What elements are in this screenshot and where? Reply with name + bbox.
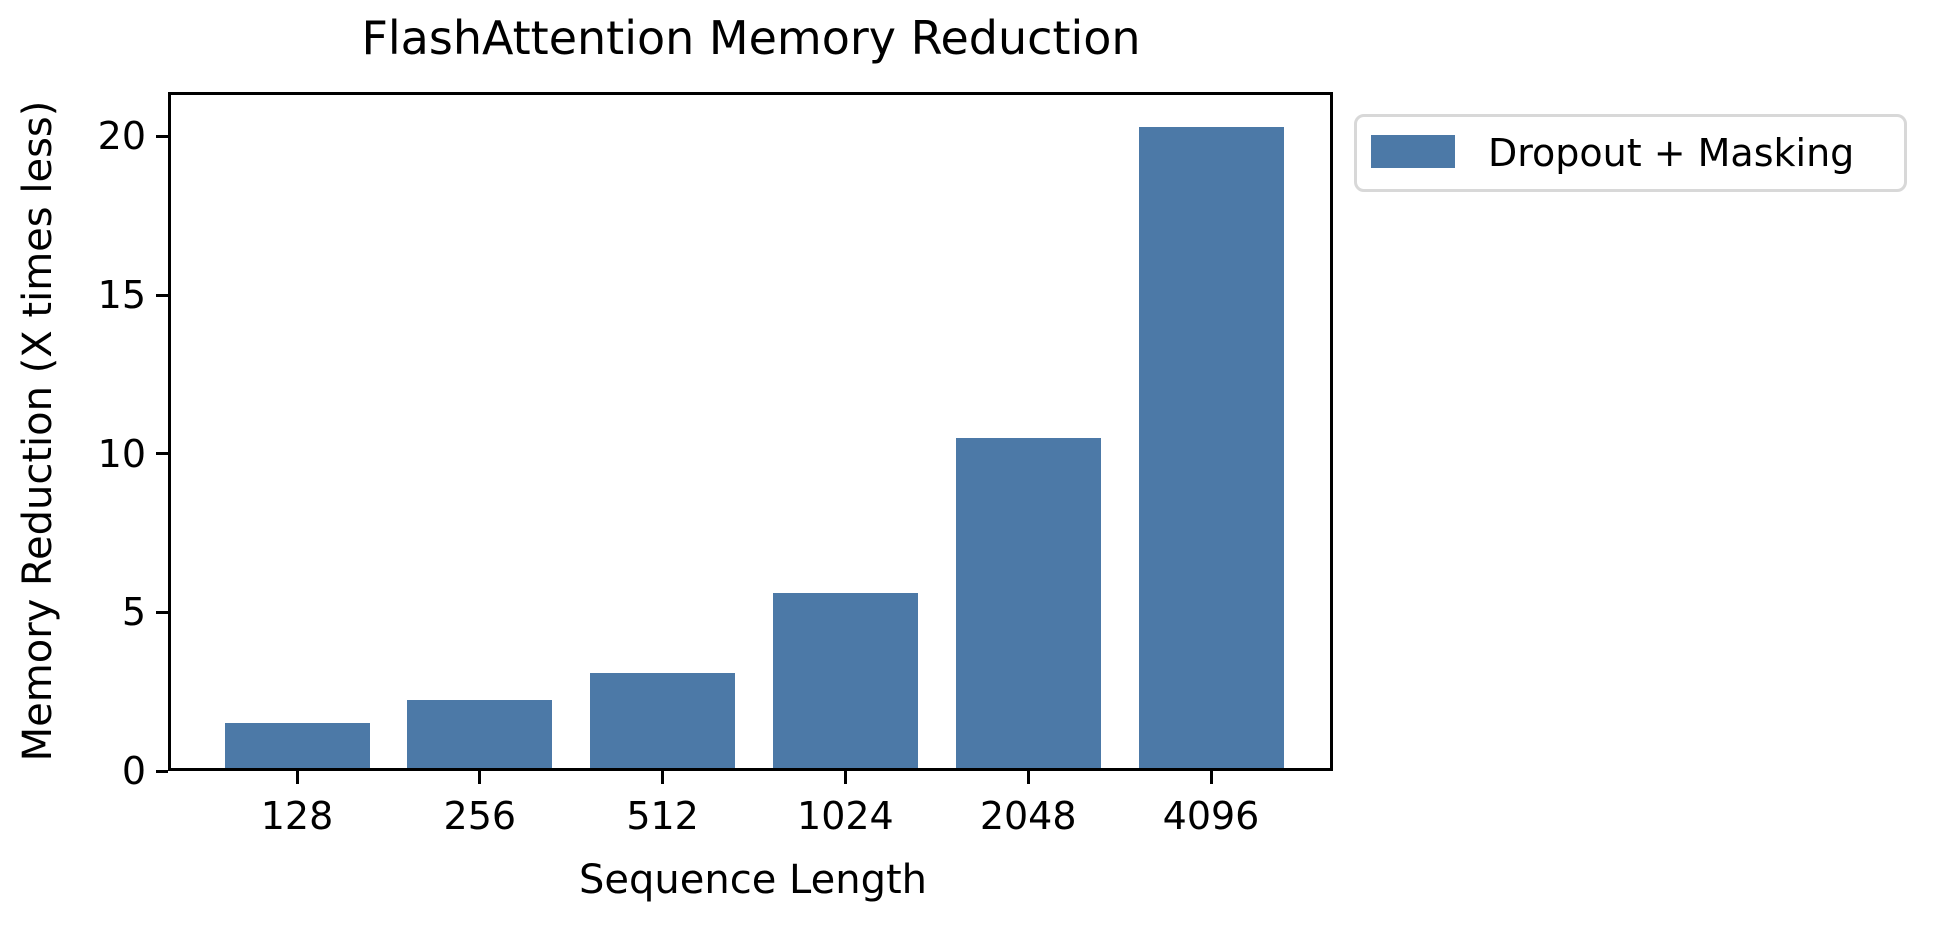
- y-tick-label: 15: [97, 273, 146, 318]
- x-tick-label: 1024: [797, 794, 894, 838]
- x-axis-label: Sequence Length: [579, 857, 927, 903]
- y-tick-mark: [156, 293, 168, 297]
- y-tick-label: 10: [97, 431, 146, 476]
- legend-swatch: [1371, 135, 1455, 168]
- legend: Dropout + Masking: [1354, 114, 1907, 192]
- y-tick-mark: [156, 134, 168, 138]
- y-tick-mark: [156, 769, 168, 773]
- y-tick-label: 5: [121, 590, 146, 635]
- x-tick-mark: [1209, 771, 1213, 784]
- x-tick-label: 2048: [979, 794, 1077, 838]
- x-tick-label: 128: [260, 794, 334, 838]
- x-tick-mark: [478, 771, 482, 784]
- bar-1024: [772, 593, 918, 771]
- x-tick-mark: [1026, 771, 1030, 784]
- bar-512: [590, 672, 736, 771]
- x-tick-label: 256: [443, 794, 517, 838]
- bar-128: [224, 723, 370, 771]
- bar-4096: [1138, 126, 1284, 771]
- y-axis-label: Memory Reduction (X times less): [15, 100, 61, 762]
- chart-title: FlashAttention Memory Reduction: [361, 11, 1141, 65]
- y-tick-label: 0: [121, 749, 146, 793]
- x-tick-mark: [661, 771, 665, 784]
- plot-area: [168, 92, 1333, 771]
- y-tick-mark: [156, 610, 168, 614]
- x-tick-mark: [295, 771, 299, 784]
- x-tick-mark: [843, 771, 847, 784]
- x-tick-label: 512: [626, 794, 699, 838]
- y-tick-mark: [156, 452, 168, 456]
- bar-256: [407, 699, 553, 771]
- x-tick-label: 4096: [1162, 794, 1260, 838]
- y-tick-label: 20: [97, 114, 146, 159]
- bar-2048: [955, 437, 1101, 771]
- legend-label: Dropout + Masking: [1488, 131, 1855, 175]
